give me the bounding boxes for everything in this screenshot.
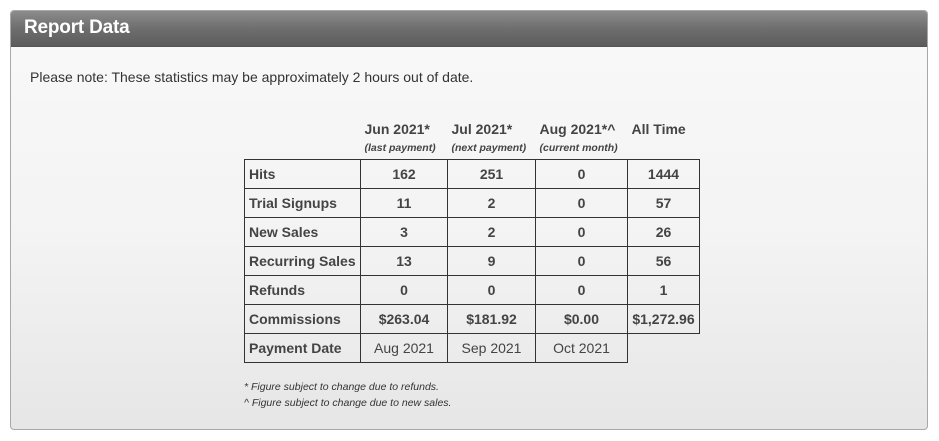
table-cell: 13 [360,246,448,276]
column-subheader-all-time [628,137,700,160]
table-cell: 0 [535,217,628,247]
table-cell: 0 [360,275,448,305]
report-data-panel: Report Data Please note: These statistic… [10,10,928,430]
table-row-commissions: Commissions $263.04 $181.92 $0.00 $1,272… [244,304,700,334]
column-subheader-jul: (next payment) [451,142,527,154]
table-cell: 1444 [627,159,700,189]
table-cell: 2 [447,188,536,218]
table-cell: 0 [535,246,628,276]
empty-cell [628,334,700,363]
table-cell: 0 [447,275,536,305]
table-cell: Oct 2021 [535,333,628,363]
table-cell: 251 [447,159,536,189]
column-subheader-aug: (current month) [539,142,618,154]
row-label: Refunds [244,275,361,305]
table-cell: $181.92 [447,304,536,334]
footnote-new-sales: ^ Figure subject to change due to new sa… [244,397,452,409]
row-label: Payment Date [244,333,361,363]
row-label: New Sales [244,217,361,247]
footnotes: * Figure subject to change due to refund… [244,379,451,411]
table-cell: Sep 2021 [447,333,536,363]
subheader-spacer [245,137,361,160]
table-cell: Aug 2021 [360,333,448,363]
footnote-refunds: * Figure subject to change due to refund… [244,381,439,393]
column-subheader-jun: (last payment) [364,142,436,154]
table-cell: 162 [360,159,448,189]
table-cell: 9 [447,246,536,276]
column-header-row: Jun 2021* Jul 2021* Aug 2021*^ All Time [245,115,700,137]
table-cell: 56 [627,246,700,276]
stats-note: Please note: These statistics may be app… [30,69,474,85]
table-row-hits: Hits 162 251 0 1444 [244,159,700,189]
table-row-recurring-sales: Recurring Sales 13 9 0 56 [244,246,700,276]
header-spacer [245,115,361,137]
table-row-new-sales: New Sales 3 2 0 26 [244,217,700,247]
column-header-all-time: All Time [631,121,686,137]
table-cell: 11 [360,188,448,218]
table-cell: 0 [535,275,628,305]
panel-header: Report Data [11,11,927,47]
table-cell: 57 [627,188,700,218]
table-cell: 26 [627,217,700,247]
table-cell: 3 [360,217,448,247]
row-label: Hits [244,159,361,189]
column-subheader-row: (last payment) (next payment) (current m… [245,137,700,160]
report-table: Jun 2021* Jul 2021* Aug 2021*^ All Time … [244,115,700,363]
table-row-payment-date: Payment Date Aug 2021 Sep 2021 Oct 2021 [244,333,700,363]
table-cell: $0.00 [535,304,628,334]
row-label: Trial Signups [244,188,361,218]
row-label: Commissions [244,304,361,334]
panel-title: Report Data [24,17,130,38]
row-label: Recurring Sales [244,246,361,276]
table-cell: 0 [535,188,628,218]
table-row-refunds: Refunds 0 0 0 1 [244,275,700,305]
column-header-jun: Jun 2021* [364,121,430,137]
table-cell: 0 [535,159,628,189]
table-cell: $1,272.96 [627,304,700,334]
table-row-trial-signups: Trial Signups 11 2 0 57 [244,188,700,218]
table-cell: 2 [447,217,536,247]
table-cell: 1 [627,275,700,305]
column-header-aug: Aug 2021*^ [539,121,616,137]
column-header-jul: Jul 2021* [451,121,513,137]
table-cell: $263.04 [360,304,448,334]
